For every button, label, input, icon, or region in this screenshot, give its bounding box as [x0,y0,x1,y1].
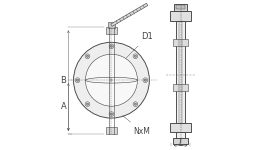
Bar [176,21,185,123]
Circle shape [143,78,148,83]
Text: B: B [60,76,66,85]
Circle shape [133,102,138,106]
Bar [106,127,117,134]
Text: D1: D1 [126,32,153,58]
Bar [176,132,185,138]
Circle shape [85,102,90,106]
Circle shape [134,55,136,57]
Bar [174,4,187,11]
Bar [170,11,191,21]
Polygon shape [111,3,148,26]
Circle shape [75,78,80,83]
Bar [170,123,191,132]
Text: L: L [178,139,183,148]
Circle shape [77,79,79,81]
Circle shape [85,54,138,106]
Text: A: A [61,102,66,111]
Circle shape [134,103,136,105]
Text: NxM: NxM [123,115,150,136]
Circle shape [85,54,90,59]
Circle shape [110,113,113,115]
Bar [106,27,117,34]
Circle shape [74,42,149,118]
Circle shape [133,54,138,59]
Circle shape [110,45,113,47]
Bar [108,22,115,28]
Circle shape [109,44,114,49]
Circle shape [109,112,114,116]
Bar [176,5,185,9]
Circle shape [86,55,89,57]
Circle shape [86,103,89,105]
Bar [173,138,188,144]
Bar [173,39,188,46]
Circle shape [144,79,146,81]
Bar [173,84,188,91]
